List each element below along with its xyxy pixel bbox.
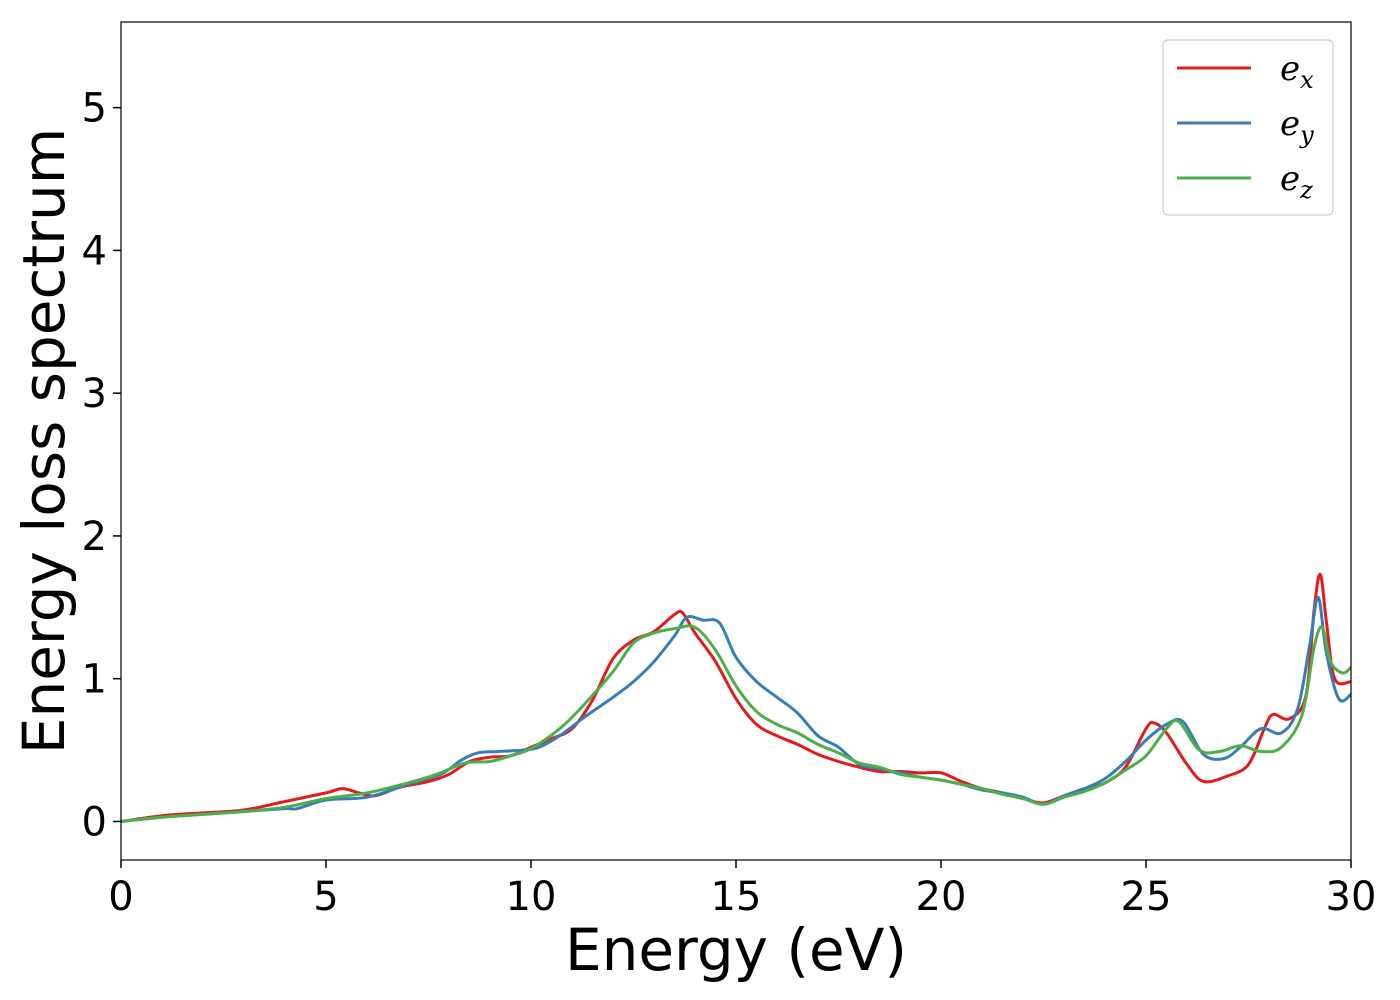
legend-label-subscript: y [1299, 121, 1314, 149]
legend-label-base: e [1280, 49, 1300, 89]
x-tick-label: 20 [916, 874, 967, 920]
legend-label-base: e [1280, 104, 1300, 144]
legend-label-subscript: x [1300, 66, 1314, 94]
y-tick-label: 2 [82, 514, 107, 560]
y-axis-ticks: 0 1 2 3 4 5 [82, 86, 121, 845]
x-tick-label: 5 [313, 874, 338, 920]
series-line-y [121, 595, 1351, 823]
legend-label-base: e [1280, 159, 1300, 199]
series-line-z [121, 624, 1351, 823]
y-tick-label: 1 [82, 657, 107, 703]
x-axis-ticks: 0 5 10 15 20 25 30 [108, 860, 1376, 920]
legend-label-z: ez [1280, 159, 1313, 204]
legend-box [1162, 39, 1334, 216]
x-tick-label: 15 [711, 874, 762, 920]
x-tick-label: 25 [1121, 874, 1172, 920]
series-line-x [121, 572, 1351, 823]
x-tick-label: 30 [1326, 874, 1377, 920]
y-tick-label: 4 [82, 228, 107, 274]
x-tick-label: 10 [506, 874, 557, 920]
y-tick-label: 0 [82, 799, 107, 845]
y-tick-label: 5 [82, 86, 107, 132]
x-tick-label: 0 [108, 874, 133, 920]
legend-label-subscript: z [1299, 176, 1313, 204]
series-layer [121, 572, 1351, 823]
y-axis-label: Energy loss spectrum [10, 128, 78, 754]
legend-label-y: ey [1280, 104, 1314, 149]
x-axis-label: Energy (eV) [565, 916, 907, 984]
y-tick-label: 3 [82, 371, 107, 417]
legend-label-x: ex [1280, 49, 1314, 94]
